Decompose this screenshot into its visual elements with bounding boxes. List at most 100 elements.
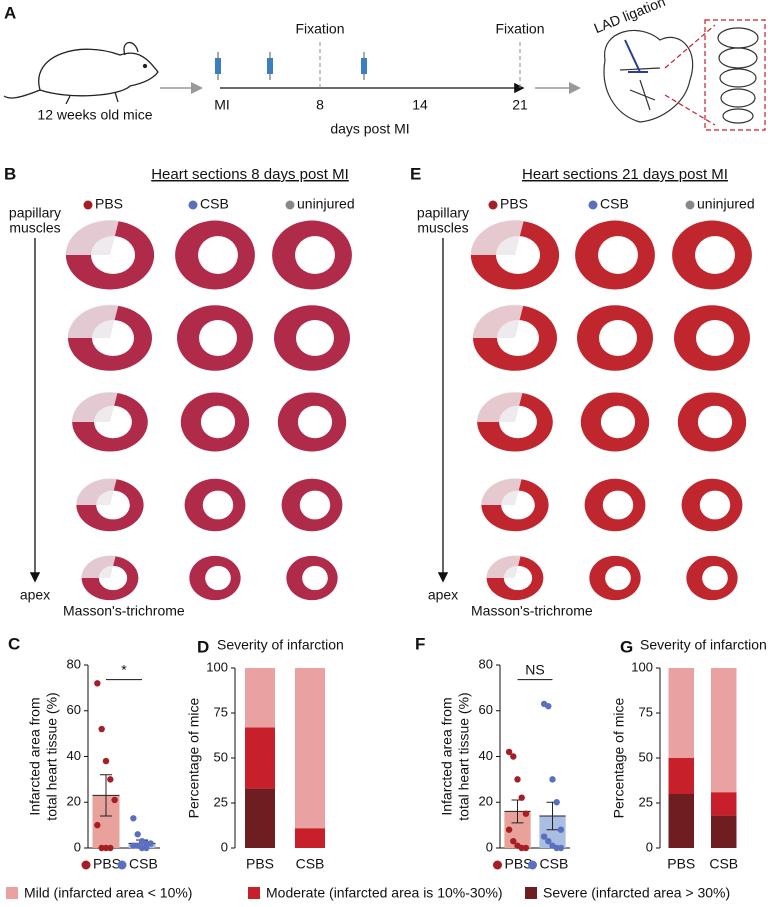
y-tick-label: 75 bbox=[214, 704, 228, 719]
axis-label: muscles bbox=[417, 220, 468, 236]
data-point bbox=[143, 844, 150, 852]
stain-label: Masson's-trichrome bbox=[471, 603, 593, 619]
heart-lumen bbox=[695, 236, 735, 274]
data-point bbox=[540, 833, 548, 840]
mice-label: 12 weeks old mice bbox=[37, 107, 152, 123]
heart-lumen bbox=[605, 565, 631, 591]
x-tick-label: CSB bbox=[296, 856, 325, 872]
axis-label: muscles bbox=[9, 220, 60, 236]
heart-lumen bbox=[600, 405, 636, 439]
data-point bbox=[94, 821, 101, 829]
group-dot bbox=[488, 200, 498, 210]
error-bar bbox=[92, 774, 120, 817]
infarct-zone bbox=[472, 304, 524, 338]
data-point bbox=[545, 702, 552, 710]
fixation-label: Fixation bbox=[495, 21, 544, 37]
heart-lumen bbox=[198, 236, 238, 274]
heart-lumen bbox=[702, 565, 728, 591]
data-point bbox=[522, 810, 530, 817]
fixation-label: Fixation bbox=[295, 21, 344, 37]
y-tick-label: 0 bbox=[646, 839, 653, 854]
data-point bbox=[510, 753, 517, 760]
bar-segment bbox=[668, 758, 694, 794]
data-point bbox=[111, 796, 118, 804]
mouse-drawing bbox=[3, 41, 159, 105]
x-tick-label: PBS bbox=[246, 856, 274, 872]
legend-label: Moderate (infarcted area is 10%-30%) bbox=[266, 885, 503, 901]
infarct-zone bbox=[65, 219, 119, 255]
timeline-label: MI bbox=[214, 97, 230, 113]
y-tick-label: 75 bbox=[639, 704, 653, 719]
x-tick-label: CSB bbox=[709, 856, 738, 872]
panel-letter: A bbox=[4, 3, 16, 22]
data-point bbox=[505, 748, 513, 756]
heart-lumen bbox=[296, 319, 334, 357]
y-tick-label: 50 bbox=[639, 749, 653, 764]
data-point bbox=[553, 799, 560, 806]
group-dot bbox=[188, 200, 198, 210]
y-tick-label: 0 bbox=[221, 839, 228, 854]
y-tick-label: 80 bbox=[479, 656, 493, 671]
data-point bbox=[510, 837, 517, 845]
infarct-zone bbox=[470, 219, 524, 255]
bar-segment bbox=[245, 668, 275, 728]
panel-letter: G bbox=[620, 637, 633, 656]
heart-lumen bbox=[697, 405, 733, 439]
y-tick-label: 20 bbox=[67, 794, 81, 809]
infarct-zone bbox=[76, 478, 117, 505]
legend-swatch bbox=[525, 887, 537, 899]
bar-segment bbox=[711, 815, 737, 848]
bar-segment bbox=[668, 668, 694, 758]
heart-lumen bbox=[699, 490, 731, 520]
heart-lumen bbox=[598, 236, 638, 274]
heart-lumen bbox=[599, 319, 637, 357]
y-tick-label: 50 bbox=[214, 749, 228, 764]
heart-lumen bbox=[299, 490, 331, 520]
legend-swatch bbox=[6, 887, 18, 899]
group-dot bbox=[83, 200, 93, 210]
data-point bbox=[147, 840, 154, 847]
panel-title: Heart sections 21 days post MI bbox=[522, 166, 728, 183]
y-axis-label: Percentage of mice bbox=[186, 697, 202, 818]
category-dot bbox=[528, 860, 537, 870]
annotation: NS bbox=[525, 661, 544, 677]
y-tick-label: 100 bbox=[206, 659, 228, 674]
category-dot bbox=[493, 860, 502, 870]
category-dot bbox=[117, 860, 127, 870]
data-point bbox=[514, 776, 521, 783]
data-point bbox=[134, 831, 141, 838]
infarct-zone bbox=[477, 391, 523, 422]
group-label: uninjured bbox=[297, 196, 355, 212]
bar-segment bbox=[245, 788, 275, 848]
error-bar bbox=[504, 799, 531, 824]
heart-lumen bbox=[696, 319, 734, 357]
bar-segment bbox=[711, 792, 737, 816]
heart-lumen bbox=[200, 405, 236, 439]
chart-title: Severity of infarction bbox=[640, 637, 767, 653]
data-point bbox=[518, 794, 525, 801]
bar-segment bbox=[295, 668, 325, 829]
data-point bbox=[557, 844, 565, 852]
category-dot bbox=[81, 860, 91, 870]
data-point bbox=[94, 680, 101, 687]
y-tick-label: 40 bbox=[479, 748, 493, 763]
y-tick-label: 0 bbox=[486, 839, 493, 854]
x-tick-label: CSB bbox=[129, 856, 158, 872]
data-point bbox=[98, 725, 105, 733]
data-point bbox=[107, 776, 114, 783]
chart-title: Severity of infarction bbox=[217, 637, 344, 653]
data-point bbox=[549, 776, 556, 783]
panel-letter: E bbox=[410, 164, 421, 183]
y-tick-label: 0 bbox=[74, 839, 81, 854]
group-dot bbox=[588, 200, 598, 210]
y-tick-label: 25 bbox=[639, 794, 653, 809]
stain-label: Masson's-trichrome bbox=[63, 603, 185, 619]
data-point bbox=[505, 826, 513, 833]
timeline-label: 14 bbox=[412, 97, 428, 113]
y-tick-label: 40 bbox=[67, 748, 81, 763]
infarct-zone bbox=[481, 478, 522, 505]
infarct-zone bbox=[72, 391, 118, 422]
axis-label: papillary bbox=[9, 205, 61, 221]
data-point bbox=[130, 815, 137, 822]
